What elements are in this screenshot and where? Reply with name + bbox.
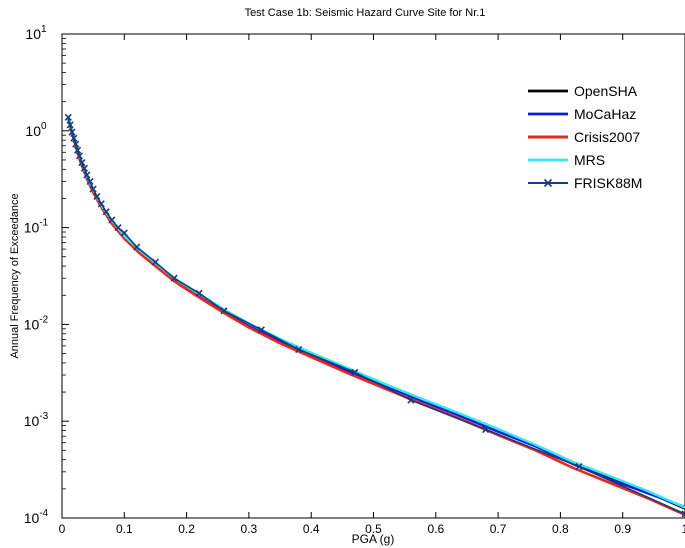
series-marker	[108, 216, 116, 224]
y-axis: 10-4 10-3 10-2 10-1 100 101	[24, 24, 69, 526]
chart-title: Test Case 1b: Seismic Hazard Curve Site …	[245, 7, 486, 19]
series-marker	[83, 171, 91, 179]
series-marker	[72, 140, 80, 148]
x-tick-label: 1	[682, 522, 685, 536]
y-tick-label: 100	[25, 121, 47, 139]
series-marker	[97, 200, 105, 208]
legend: OpenSHA MoCaHaz Crisis2007 MRS FRISK88M	[528, 83, 642, 191]
series-marker	[80, 164, 88, 172]
y-tick-label: 101	[25, 24, 47, 42]
x-tick-label: 0.3	[241, 522, 258, 536]
x-tick-label: 0.1	[116, 522, 133, 536]
series-marker	[64, 113, 72, 121]
x-tick-label: 0.7	[490, 522, 507, 536]
series-layer	[64, 113, 685, 518]
y-tick-label: 10-3	[24, 411, 49, 429]
series-marker	[170, 274, 178, 282]
series-marker	[78, 158, 86, 167]
series-marker	[220, 307, 228, 315]
legend-label: MoCaHaz	[574, 106, 636, 122]
series-marker	[575, 462, 583, 471]
y-tick-label: 10-1	[24, 218, 49, 236]
series-marker	[195, 289, 203, 297]
legend-label: MRS	[574, 152, 605, 168]
x-tick-label: 0.9	[614, 522, 631, 536]
y-tick-label: 10-2	[24, 314, 49, 332]
series-marker	[86, 177, 94, 185]
series-marker	[114, 224, 122, 232]
x-tick-label: 0.6	[427, 522, 444, 536]
series-marker	[151, 258, 160, 266]
series-marker	[482, 425, 490, 434]
series-marker	[351, 368, 359, 376]
series-marker	[89, 185, 97, 193]
series-marker	[74, 146, 82, 154]
x-axis: 0 0.1 0.2 0.3 0.4 0.5 0.6 0.7 0.8 0.9 1	[59, 34, 685, 536]
x-tick-label: 0.8	[552, 522, 569, 536]
series-marker	[66, 121, 74, 129]
y-tick-label: 10-4	[24, 508, 49, 526]
legend-label: Crisis2007	[574, 129, 640, 145]
series-marker	[102, 208, 110, 216]
series-marker	[295, 345, 303, 354]
series-marker	[133, 243, 141, 251]
series-marker	[257, 326, 265, 334]
series-marker	[68, 128, 76, 136]
y-axis-label: Annual Frequency of Exceedance	[9, 193, 21, 358]
x-axis-label: PGA (g)	[352, 532, 395, 546]
x-tick-label: 0.4	[303, 522, 320, 536]
series-marker	[681, 510, 685, 518]
series-marker	[70, 134, 78, 142]
series-marker	[407, 396, 415, 404]
series-marker	[93, 192, 101, 200]
x-tick-label: 0	[59, 522, 66, 536]
legend-label: OpenSHA	[574, 83, 638, 99]
series-marker	[120, 229, 128, 237]
x-tick-label: 0.2	[178, 522, 195, 536]
x-tick-label: 0.5	[365, 522, 382, 536]
legend-label: FRISK88M	[574, 175, 642, 191]
series-marker	[75, 152, 84, 160]
legend-marker	[543, 178, 553, 188]
